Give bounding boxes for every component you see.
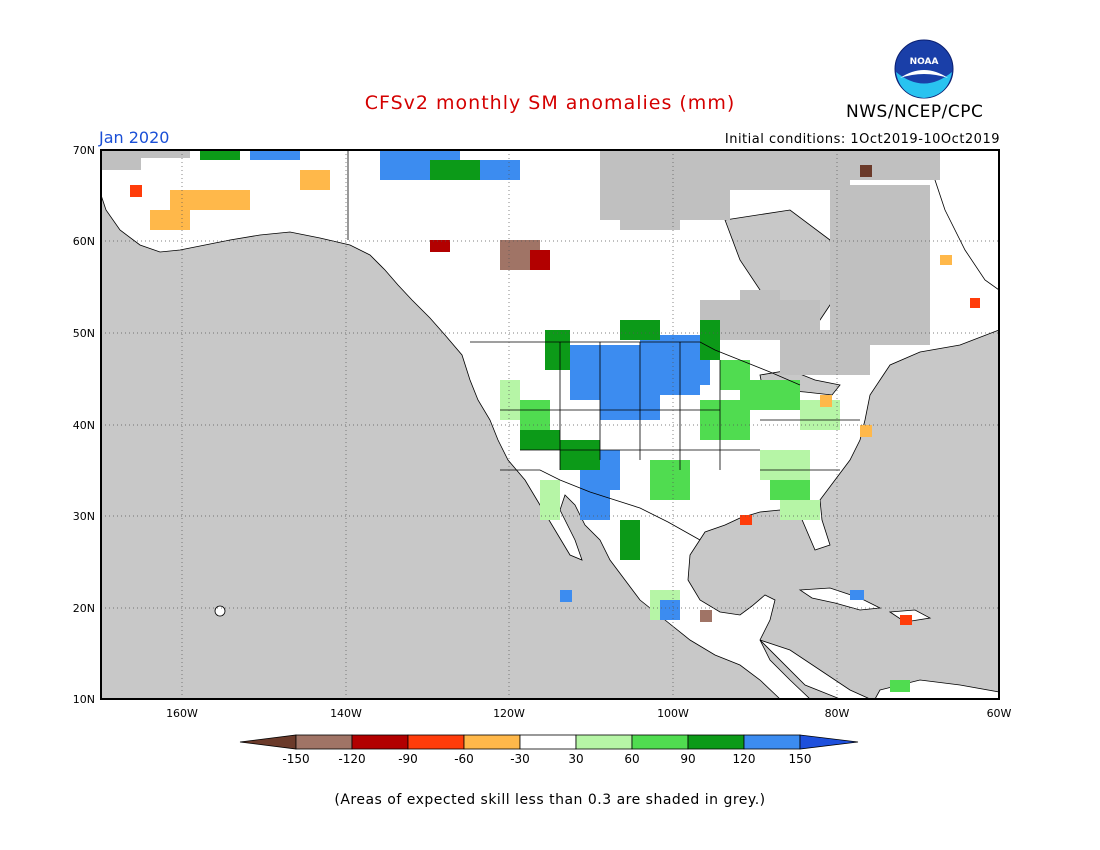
colorbar-swatch [575, 734, 633, 750]
anomaly-cell [620, 320, 660, 340]
anomaly-cell [540, 480, 560, 520]
anomaly-cell [545, 330, 570, 370]
state-lines-2 [500, 409, 860, 471]
lon-label: 160W [166, 707, 198, 720]
anomaly-cell [780, 500, 820, 520]
initial-conditions-label: Initial conditions: 1Oct2019-10Oct2019 [724, 132, 1000, 147]
us-mexico-border [500, 469, 701, 541]
anomaly-cell [850, 590, 864, 600]
borders [347, 150, 860, 541]
anomaly-cells [130, 150, 980, 692]
graticule [101, 150, 999, 699]
anomaly-cell [520, 400, 550, 430]
lat-label: 40N [73, 419, 95, 432]
anomaly-cell [150, 210, 190, 230]
colorbar-min-arrow [239, 734, 297, 750]
colorbar-swatch [463, 734, 521, 750]
us-canada-border [470, 341, 801, 386]
skill-footnote: (Areas of expected skill less than 0.3 a… [334, 792, 766, 808]
colorbar-swatch [295, 734, 353, 750]
anomaly-cell [660, 600, 680, 620]
lon-label: 140W [330, 707, 362, 720]
hawaii-island [214, 605, 226, 617]
latitude-labels: 70N 60N 50N 40N 30N 20N 10N [73, 144, 95, 706]
anomaly-cell [500, 380, 520, 420]
anomaly-cell [530, 250, 550, 270]
anomaly-cell [860, 425, 872, 437]
colorbar-label: -90 [398, 752, 418, 766]
colorbar: -150 -120 -90 -60 -30 30 60 90 120 150 [239, 734, 859, 766]
anomaly-cell [700, 320, 720, 360]
lat-label: 30N [73, 510, 95, 523]
anomaly-cell [560, 590, 572, 602]
anomaly-cell [700, 610, 712, 622]
anomaly-cell [430, 240, 450, 252]
colorbar-swatch [743, 734, 801, 750]
anomaly-cell [480, 160, 520, 180]
anomaly-cell [820, 395, 832, 407]
anomaly-cell [760, 450, 810, 480]
org-label: NWS/NCEP/CPC [846, 102, 984, 122]
state-lines-1 [559, 342, 721, 470]
lat-label: 70N [73, 144, 95, 157]
colorbar-label: -120 [338, 752, 365, 766]
anomaly-cell [560, 440, 600, 470]
lat-label: 60N [73, 235, 95, 248]
colorbar-swatch [351, 734, 409, 750]
anomaly-cell [200, 150, 240, 160]
anomaly-cell [600, 395, 660, 420]
colorbar-swatch [631, 734, 689, 750]
anomaly-cell [130, 185, 142, 197]
anomaly-cell [170, 190, 250, 210]
colorbar-label: 120 [733, 752, 756, 766]
map-frame [100, 149, 1000, 700]
colorbar-label: -30 [510, 752, 530, 766]
colorbar-swatch [407, 734, 465, 750]
colorbar-label: 60 [624, 752, 639, 766]
colorbar-label: 30 [568, 752, 583, 766]
lon-label: 80W [825, 707, 850, 720]
noaa-logo-text: NOAA [910, 57, 939, 67]
lat-label: 50N [73, 327, 95, 340]
colorbar-swatch [687, 734, 745, 750]
longitude-labels: 160W 140W 120W 100W 80W 60W [166, 707, 1011, 720]
central-america-land [759, 639, 871, 700]
colorbar-label: -60 [454, 752, 474, 766]
anomaly-cell [720, 360, 750, 390]
anomaly-cell [570, 345, 640, 400]
anomaly-cell [650, 460, 690, 500]
anomaly-cell [940, 255, 952, 265]
anomaly-cell [620, 520, 640, 560]
lat-label: 10N [73, 693, 95, 706]
colorbar-label: -150 [282, 752, 309, 766]
anomaly-cell [250, 150, 300, 160]
colorbar-swatch [519, 734, 577, 750]
lon-label: 60W [987, 707, 1012, 720]
anomaly-cell [900, 615, 912, 625]
noaa-logo: NOAA [894, 39, 954, 99]
lon-label: 120W [493, 707, 525, 720]
colorbar-label: 150 [789, 752, 812, 766]
anomaly-cell [600, 450, 620, 490]
anomaly-cell [970, 298, 980, 308]
colorbar-label: 90 [680, 752, 695, 766]
lat-label: 20N [73, 602, 95, 615]
month-label: Jan 2020 [99, 128, 170, 147]
anomaly-cell [860, 165, 872, 177]
cuba-land [798, 587, 882, 611]
anomaly-cell [430, 160, 480, 180]
anomaly-cell [740, 515, 752, 525]
colorbar-max-arrow [799, 734, 859, 750]
map-title: CFSv2 monthly SM anomalies (mm) [364, 92, 736, 114]
anomaly-cell [300, 170, 330, 190]
anomaly-cell [890, 680, 910, 692]
lon-label: 100W [657, 707, 689, 720]
anomaly-cell [520, 430, 560, 450]
